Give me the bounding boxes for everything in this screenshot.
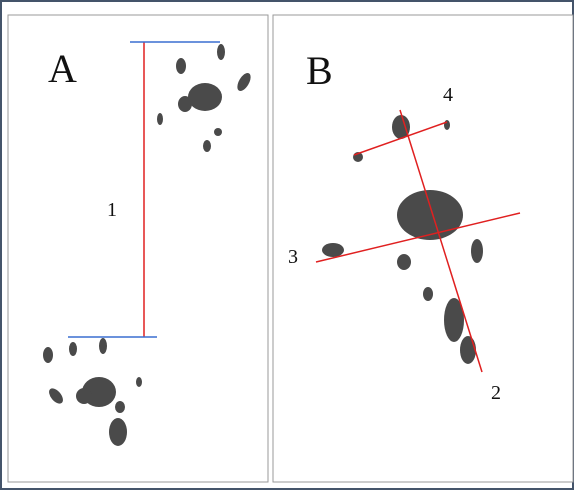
- panel-label: A: [48, 46, 77, 91]
- figure: A 1 B 2 3 4: [0, 0, 574, 490]
- panel-a-box: [8, 15, 268, 482]
- measurement-label: 1: [107, 199, 117, 221]
- measurement-label: 3: [288, 246, 298, 268]
- panel-label: B: [306, 48, 333, 93]
- measurement-label: 4: [443, 84, 453, 106]
- measurement-label: 2: [491, 382, 501, 404]
